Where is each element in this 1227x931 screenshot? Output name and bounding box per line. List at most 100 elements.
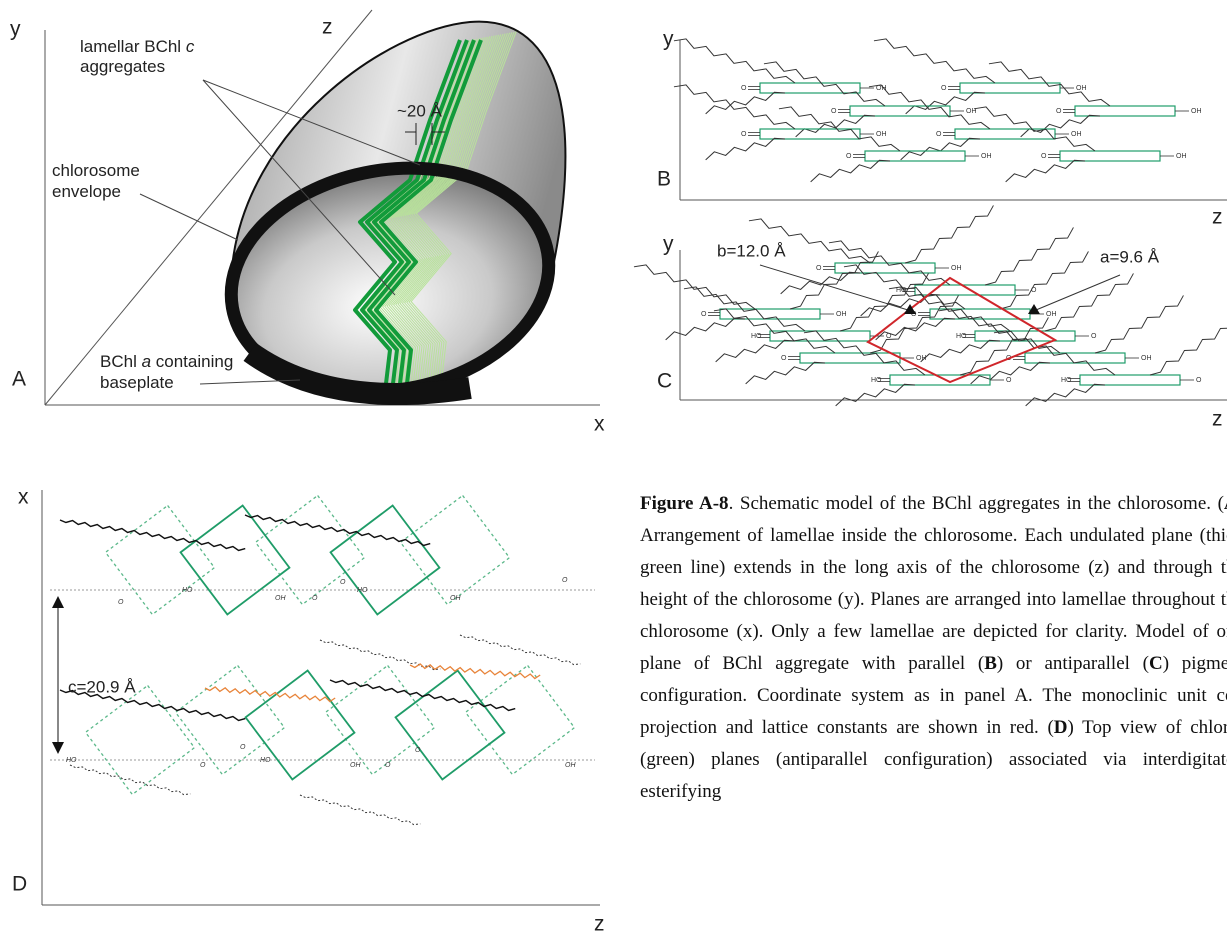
callout-label: chlorosome — [52, 161, 140, 180]
chlorin-plane — [248, 488, 372, 612]
alkyl-tail — [674, 39, 795, 83]
alkyl-tail — [901, 138, 980, 160]
caption-run: D — [1054, 717, 1068, 738]
atom-label: OH — [450, 595, 461, 602]
atom-label: O — [240, 744, 246, 751]
alkyl-tail — [811, 160, 890, 182]
atom-label: O — [816, 265, 822, 272]
label-run: BChl — [100, 352, 142, 371]
atom-label: O — [1091, 333, 1097, 340]
chlorin — [1025, 353, 1125, 363]
alkyl-tail — [1095, 295, 1183, 353]
alkyl-tail — [1026, 384, 1105, 406]
caption-run: Figure A-8 — [640, 493, 729, 514]
chlorin-plane — [393, 488, 517, 612]
atom-label: O — [781, 355, 787, 362]
alkyl-tail — [836, 384, 915, 406]
callout-label: lamellar BChl c — [80, 37, 195, 56]
atom-label: OH — [1076, 85, 1087, 92]
atom-label: O — [846, 153, 852, 160]
arrow-head — [52, 742, 64, 754]
alkyl-tail — [460, 635, 580, 665]
atom-label: OH — [275, 595, 286, 602]
spacing-label: ~20 Å — [397, 101, 443, 120]
line — [760, 265, 908, 310]
callout-label: envelope — [52, 182, 121, 201]
chlorin — [960, 83, 1060, 93]
alkyl-tail — [706, 138, 785, 160]
label-run: c — [186, 37, 195, 56]
axis-label: x — [18, 486, 29, 509]
alkyl-tail — [1006, 160, 1085, 182]
axis-label: y — [10, 18, 21, 41]
chlorin-plane — [318, 658, 442, 782]
alkyl-tail — [300, 795, 420, 825]
atom-label: OH — [876, 131, 887, 138]
atom-label: O — [1006, 377, 1012, 384]
label-run: containing — [151, 352, 233, 371]
atom-label: HO — [357, 587, 368, 594]
caption-run: . Schematic model of the BChl aggregates… — [729, 493, 1224, 514]
chlorin-plane — [388, 663, 512, 787]
alkyl-tail — [921, 340, 1000, 362]
atom-label: HO — [1061, 377, 1072, 384]
atom-label: HO — [871, 377, 882, 384]
atom-label: OH — [1046, 311, 1057, 318]
chlorin-plane — [168, 658, 292, 782]
chlorin — [760, 83, 860, 93]
lattice-constant: a=9.6 Å — [1100, 247, 1160, 266]
alkyl-tail — [746, 362, 825, 384]
chlorin-plane — [323, 498, 447, 622]
line — [140, 194, 238, 240]
alkyl-tail — [1150, 317, 1227, 375]
label-run: baseplate — [100, 373, 174, 392]
lattice-constant: c=20.9 Å — [68, 677, 136, 696]
callout-label: aggregates — [80, 57, 165, 76]
axis-label: z — [1212, 408, 1223, 431]
atom-label: O — [936, 131, 942, 138]
chlorin-plane — [458, 658, 582, 782]
axis-label: z — [322, 16, 333, 39]
label-run: a — [142, 352, 151, 371]
atom-label: O — [1031, 287, 1037, 294]
alkyl-tail — [985, 227, 1073, 285]
chlorin — [1075, 106, 1175, 116]
axis-label: x — [594, 413, 605, 436]
atom-label: O — [701, 311, 707, 318]
axis-label: z — [594, 913, 605, 931]
callout-label: BChl a containing — [100, 352, 233, 371]
atom-label: O — [831, 108, 837, 115]
chlorin — [1060, 151, 1160, 161]
atom-label: O — [1041, 153, 1047, 160]
panel-label: C — [657, 370, 672, 393]
alkyl-tail — [1045, 273, 1133, 331]
atom-label: OH — [565, 762, 576, 769]
axis-label: z — [1212, 206, 1223, 229]
atom-label: O — [941, 85, 947, 92]
chlorin — [1080, 375, 1180, 385]
chlorin-plane — [78, 678, 202, 802]
axis-label: y — [663, 233, 674, 256]
atom-label: O — [385, 762, 391, 769]
atom-label: OH — [916, 355, 927, 362]
label-run: lamellar BChl — [80, 37, 186, 56]
alkyl-tail — [764, 62, 885, 106]
panel-label: B — [657, 168, 671, 191]
figure-caption: Figure A-8. Schematic model of the BChl … — [640, 488, 1227, 808]
label-run: envelope — [52, 182, 121, 201]
atom-label: O — [741, 85, 747, 92]
atom-label: O — [312, 595, 318, 602]
caption-run: ) Arrangement of lamellae inside the chl… — [640, 493, 1227, 674]
alkyl-tail — [70, 765, 190, 795]
atom-label: O — [1196, 377, 1202, 384]
chlorin — [865, 151, 965, 161]
atom-label: O — [415, 747, 421, 754]
caption-run: ) or antiparallel ( — [997, 653, 1149, 674]
alkyl-tail — [706, 92, 785, 114]
atom-label: O — [562, 577, 568, 584]
atom-label: OH — [951, 265, 962, 272]
atom-label: HO — [66, 757, 77, 764]
alkyl-tail — [874, 39, 995, 83]
atom-label: O — [340, 579, 346, 586]
atom-label: OH — [1141, 355, 1152, 362]
